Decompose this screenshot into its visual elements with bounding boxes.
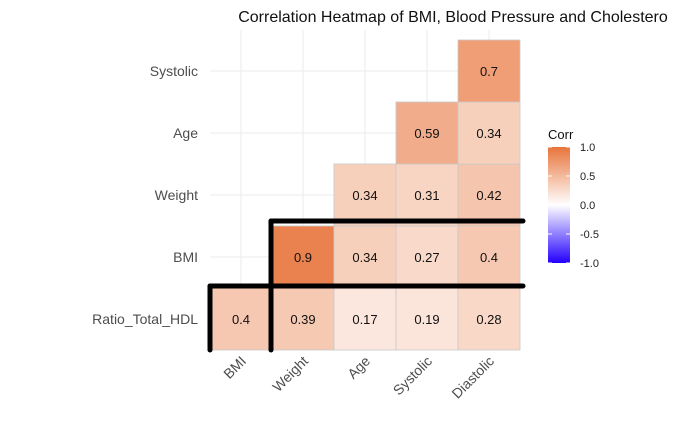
x-tick-label: Weight [269, 353, 311, 395]
cell-value-label: 0.39 [290, 312, 315, 327]
cell-value-label: 0.17 [352, 312, 377, 327]
heatmap-cell [395, 163, 459, 227]
cell-value-label: 0.34 [476, 126, 501, 141]
legend-tick-label: 1.0 [580, 142, 595, 154]
y-tick-label: Ratio_Total_HDL [92, 311, 198, 327]
legend-tick-label: -0.5 [580, 229, 599, 241]
legend-tick-label: 0.0 [580, 200, 595, 212]
y-tick-label: Age [173, 125, 198, 141]
x-tick-label: Diastolic [448, 353, 497, 402]
heatmap-cell [457, 163, 521, 227]
cell-value-label: 0.31 [414, 188, 439, 203]
legend-ticks: 1.0 0.5 0.0 -0.5 -1.0 [548, 142, 599, 270]
x-tick-label: Systolic [390, 353, 435, 398]
legend-title: Corr [548, 127, 574, 142]
heatmap-cell [395, 101, 459, 165]
heatmap-cell [333, 225, 397, 289]
legend-colorbar [548, 147, 570, 263]
legend-tick-label: -1.0 [580, 258, 599, 270]
cell-value-label: 0.59 [414, 126, 439, 141]
cell-value-label: 0.34 [352, 250, 377, 265]
cell-value-label: 0.42 [476, 188, 501, 203]
cell-value-label: 0.4 [480, 250, 498, 265]
legend-tick-label: 0.5 [580, 171, 595, 183]
x-axis-tick-labels: BMI Weight Age Systolic Diastolic [220, 353, 497, 402]
chart-title: Correlation Heatmap of BMI, Blood Pressu… [238, 9, 668, 26]
heatmap-cell [395, 225, 459, 289]
cell-value-label: 0.28 [476, 312, 501, 327]
heatmap-cell [457, 39, 521, 103]
y-tick-label: Systolic [150, 63, 198, 79]
x-tick-label: BMI [220, 353, 249, 382]
heatmap-cell [333, 287, 397, 351]
cell-value-label: 0.27 [414, 250, 439, 265]
y-tick-label: Weight [155, 187, 198, 203]
cell-value-label: 0.7 [480, 64, 498, 79]
x-tick-label: Age [344, 353, 373, 382]
heatmap-cell-labels: 0.4 0.39 0.17 0.19 0.28 0.9 0.34 0.27 0.4 0.34 0.3… [232, 64, 502, 327]
cell-value-label: 0.34 [352, 188, 377, 203]
heatmap-cell [271, 225, 335, 289]
heatmap-cell [457, 287, 521, 351]
cell-value-label: 0.19 [414, 312, 439, 327]
heatmap-cells [209, 39, 521, 351]
heatmap-cell [457, 225, 521, 289]
cell-value-label: 0.4 [232, 312, 250, 327]
heatmap-cell [395, 287, 459, 351]
heatmap-cell [333, 163, 397, 227]
y-tick-label: BMI [173, 249, 198, 265]
cell-value-label: 0.9 [294, 250, 312, 265]
highlight-lines [207, 218, 526, 353]
color-legend: Corr 1.0 0.5 0.0 -0.5 -1.0 [548, 127, 599, 270]
y-axis-tick-labels: Ratio_Total_HDL BMI Weight Age Systolic [92, 63, 198, 327]
